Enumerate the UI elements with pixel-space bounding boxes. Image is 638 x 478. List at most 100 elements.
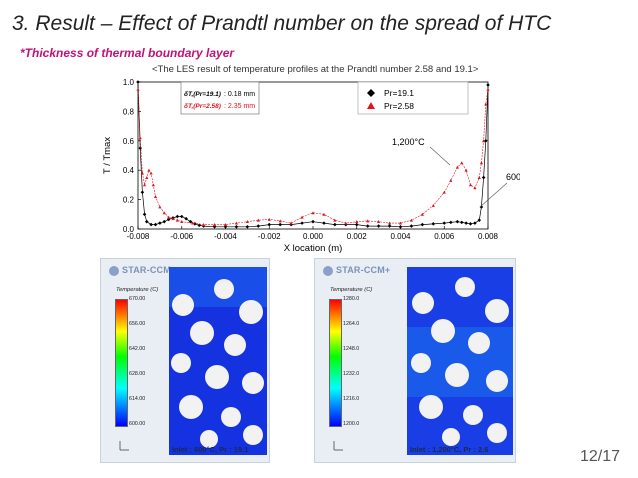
data-point-pr258 — [455, 165, 459, 169]
data-point-pr19 — [468, 222, 473, 226]
chart-legend: Pr=19.1 Pr=2.58 — [357, 81, 469, 115]
contour-panel-pr19: STAR-CCM+ Temperature (C) 670.00 656.00 … — [100, 258, 270, 463]
data-point-pr19 — [188, 219, 193, 224]
data-point-pr258 — [191, 221, 195, 225]
data-point-pr19 — [477, 218, 482, 222]
colorbar-tick: 1200.0 — [343, 421, 360, 427]
data-point-pr19 — [479, 205, 484, 209]
x-tick-label: 0.002 — [347, 232, 368, 241]
data-point-pr19 — [142, 212, 147, 217]
x-tick-label: 0.006 — [434, 232, 455, 241]
data-point-pr19 — [409, 224, 414, 228]
x-tick-label: 0.000 — [303, 232, 324, 241]
axis-triad-icon — [333, 441, 343, 451]
panel-caption-pr26: Inlet : 1,200°C, Pr : 2.6 — [410, 445, 488, 454]
data-point-pr258 — [479, 161, 484, 165]
data-point-pr19 — [212, 224, 217, 229]
data-point-pr19 — [449, 220, 453, 225]
x-tick-label: -0.004 — [214, 232, 237, 241]
colorbar-tick: 628.00 — [129, 371, 146, 377]
data-point-pr258 — [212, 222, 217, 226]
logo-text: STAR-CCM+ — [336, 265, 391, 275]
data-point-pr19 — [256, 224, 261, 228]
data-point-pr19 — [179, 214, 184, 219]
data-point-pr19 — [300, 221, 304, 225]
slide-title: 3. Result – Effect of Prandtl number on … — [12, 12, 552, 35]
data-point-pr19 — [138, 146, 142, 150]
y-tick-label: 0.8 — [123, 107, 135, 116]
colorbar-tick: 656.00 — [129, 321, 146, 327]
data-point-pr19 — [365, 224, 370, 228]
x-tick-label: 0.004 — [390, 232, 411, 241]
x-tick-label: -0.006 — [170, 232, 193, 241]
star-ccm-logo-icon — [109, 265, 119, 276]
temp-annotation-600: 600°C — [506, 172, 520, 182]
x-axis-label: X location (m) — [284, 243, 343, 254]
legend-entry-pr19: Pr=19.1 — [384, 88, 414, 98]
data-point-pr258 — [355, 220, 359, 224]
x-tick-label: -0.008 — [127, 232, 150, 241]
data-point-pr258 — [420, 212, 424, 216]
data-point-pr19 — [136, 80, 140, 84]
data-point-pr19 — [153, 222, 158, 227]
star-ccm-logo-icon — [323, 265, 333, 276]
star-ccm-logo: STAR-CCM+ — [109, 265, 176, 276]
data-point-pr19 — [140, 190, 145, 195]
data-point-pr258 — [151, 183, 155, 187]
data-point-pr258 — [482, 139, 486, 143]
logo-text: STAR-CCM+ — [122, 265, 177, 275]
data-point-pr19 — [197, 223, 202, 228]
data-point-pr19 — [431, 222, 436, 226]
data-point-pr258 — [234, 221, 239, 225]
x-tick-label: -0.002 — [258, 232, 281, 241]
data-point-pr258 — [149, 171, 153, 175]
thickness-pr19-value: : 0.18 mm — [224, 91, 255, 98]
data-point-pr19 — [184, 216, 188, 221]
data-point-pr19 — [473, 221, 477, 225]
colorbar-tick: 1216.0 — [343, 396, 360, 402]
legend-diamond-marker — [367, 89, 375, 97]
data-point-pr258 — [142, 183, 147, 187]
data-point-pr258 — [460, 161, 464, 165]
data-point-pr258 — [138, 136, 142, 140]
data-point-pr258 — [158, 205, 162, 209]
colorbar-tick: 1232.0 — [343, 371, 360, 377]
data-point-pr19 — [223, 224, 228, 229]
data-point-pr258 — [202, 222, 206, 226]
data-point-pr258 — [473, 186, 477, 190]
slide-subtitle: *Thickness of thermal boundary layer — [20, 46, 235, 60]
colorbar-tick: 614.00 — [129, 396, 146, 402]
data-point-pr258 — [486, 87, 490, 91]
data-point-pr258 — [245, 220, 249, 224]
data-point-pr19 — [322, 221, 326, 225]
figure-caption: <The LES result of temperature profiles … — [152, 64, 479, 75]
data-point-pr258 — [449, 178, 453, 182]
temp-annotation-1200: 1,200°C — [392, 137, 425, 147]
data-point-pr258 — [162, 211, 166, 215]
data-point-pr258 — [175, 218, 179, 222]
data-point-pr19 — [311, 219, 315, 224]
colorbar-title: Temperature (C) — [116, 287, 159, 293]
colorbar-tick: 1264.0 — [343, 321, 360, 327]
thickness-pr258-value: : 2.35 mm — [224, 103, 255, 110]
legend-triangle-marker — [367, 102, 375, 109]
data-point-pr19 — [267, 222, 272, 227]
star-ccm-logo: STAR-CCM+ — [323, 265, 390, 276]
data-point-pr19 — [234, 224, 239, 229]
data-point-pr19 — [481, 175, 486, 180]
data-point-pr258 — [344, 221, 348, 225]
contour-panel-pr26: STAR-CCM+ Temperature (C) 1280.0 1264.0 … — [314, 258, 516, 463]
data-point-pr19 — [387, 224, 392, 228]
page-number: 12/17 — [579, 448, 620, 465]
data-point-pr258 — [153, 195, 158, 199]
data-point-pr19 — [158, 221, 162, 225]
data-point-pr19 — [149, 222, 153, 227]
data-point-pr258 — [477, 175, 481, 179]
temperature-field-image-pr26: Inlet : 1,200°C, Pr : 2.6 — [407, 267, 513, 455]
data-point-pr19 — [442, 221, 447, 225]
data-point-pr258 — [223, 222, 228, 226]
data-point-pr19 — [455, 219, 460, 224]
data-point-pr258 — [136, 87, 140, 91]
data-point-pr258 — [140, 171, 144, 175]
data-point-pr258 — [311, 211, 315, 215]
